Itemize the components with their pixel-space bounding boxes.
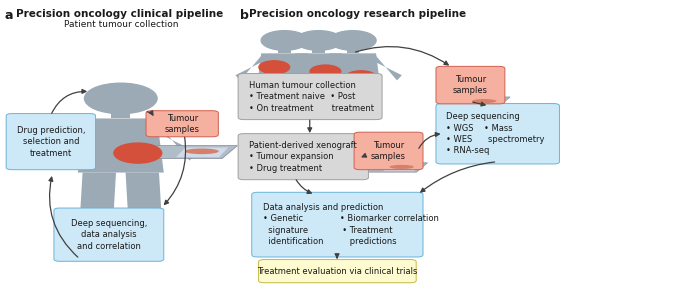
Polygon shape <box>157 123 197 160</box>
Circle shape <box>345 71 376 84</box>
Text: Patient tumour collection: Patient tumour collection <box>64 20 178 29</box>
Text: Precision oncology clinical pipeline: Precision oncology clinical pipeline <box>16 9 223 18</box>
FancyBboxPatch shape <box>6 114 95 170</box>
Text: Patient-derived xenograft
• Tumour expansion
• Drug treatment: Patient-derived xenograft • Tumour expan… <box>249 141 357 173</box>
FancyBboxPatch shape <box>312 43 325 53</box>
FancyBboxPatch shape <box>111 102 130 118</box>
Text: a: a <box>5 9 13 22</box>
Polygon shape <box>325 53 380 88</box>
Circle shape <box>386 160 391 162</box>
Polygon shape <box>269 56 295 80</box>
FancyBboxPatch shape <box>347 43 359 53</box>
Circle shape <box>295 31 342 50</box>
Text: Deep sequencing,
data analysis
and correlation: Deep sequencing, data analysis and corre… <box>71 219 147 251</box>
Circle shape <box>261 31 308 50</box>
FancyBboxPatch shape <box>354 132 423 170</box>
Polygon shape <box>383 164 421 171</box>
Text: Tumour
samples: Tumour samples <box>164 114 200 134</box>
Circle shape <box>393 163 397 164</box>
Ellipse shape <box>302 158 366 171</box>
Text: Precision oncology research pipeline: Precision oncology research pipeline <box>249 9 466 18</box>
Circle shape <box>378 153 389 158</box>
FancyBboxPatch shape <box>258 260 416 283</box>
Circle shape <box>84 83 157 114</box>
FancyBboxPatch shape <box>436 66 505 104</box>
Ellipse shape <box>390 165 414 169</box>
FancyBboxPatch shape <box>238 134 369 180</box>
Polygon shape <box>142 146 238 159</box>
Polygon shape <box>176 147 228 157</box>
Polygon shape <box>326 88 349 119</box>
Polygon shape <box>79 173 116 221</box>
Polygon shape <box>322 88 345 119</box>
Polygon shape <box>291 53 346 88</box>
FancyBboxPatch shape <box>323 171 334 176</box>
Text: b: b <box>240 9 249 22</box>
Ellipse shape <box>362 157 394 167</box>
Text: Deep sequencing
• WGS    • Mass
• WES      spectrometry
• RNA-seq: Deep sequencing • WGS • Mass • WES spect… <box>445 112 544 155</box>
Text: Data analysis and prediction
• Genetic              • Biomarker correlation
  si: Data analysis and prediction • Genetic •… <box>262 203 438 246</box>
Text: Human tumour collection
• Treatment naive  • Post
• On treatment       treatment: Human tumour collection • Treatment naiv… <box>249 81 374 112</box>
FancyBboxPatch shape <box>316 171 329 176</box>
Ellipse shape <box>185 149 219 154</box>
FancyBboxPatch shape <box>252 192 423 257</box>
Polygon shape <box>45 123 84 160</box>
Polygon shape <box>258 88 282 119</box>
FancyBboxPatch shape <box>238 73 382 120</box>
Text: Tumour
samples: Tumour samples <box>371 141 406 161</box>
Polygon shape <box>303 56 329 80</box>
Text: Treatment evaluation via clinical trials: Treatment evaluation via clinical trials <box>257 267 418 276</box>
FancyBboxPatch shape <box>342 171 355 176</box>
FancyBboxPatch shape <box>334 171 346 176</box>
Polygon shape <box>342 56 368 80</box>
Circle shape <box>259 61 290 74</box>
Polygon shape <box>288 88 311 119</box>
Polygon shape <box>292 88 316 119</box>
Polygon shape <box>125 173 162 221</box>
FancyBboxPatch shape <box>54 208 164 261</box>
Text: Drug prediction,
selection and
treatment: Drug prediction, selection and treatment <box>16 126 85 158</box>
Polygon shape <box>356 88 379 119</box>
Polygon shape <box>236 56 261 80</box>
Polygon shape <box>441 97 510 106</box>
Circle shape <box>329 31 376 50</box>
Polygon shape <box>257 53 312 88</box>
Polygon shape <box>78 118 164 173</box>
FancyBboxPatch shape <box>436 103 560 164</box>
Text: Tumour
samples: Tumour samples <box>453 75 488 95</box>
Circle shape <box>310 65 341 78</box>
Polygon shape <box>359 163 427 172</box>
Polygon shape <box>308 56 334 80</box>
FancyBboxPatch shape <box>146 111 219 137</box>
Polygon shape <box>466 98 503 105</box>
Circle shape <box>374 151 393 159</box>
FancyBboxPatch shape <box>278 43 290 53</box>
Polygon shape <box>376 56 402 80</box>
Ellipse shape <box>472 99 497 103</box>
Circle shape <box>114 143 162 163</box>
